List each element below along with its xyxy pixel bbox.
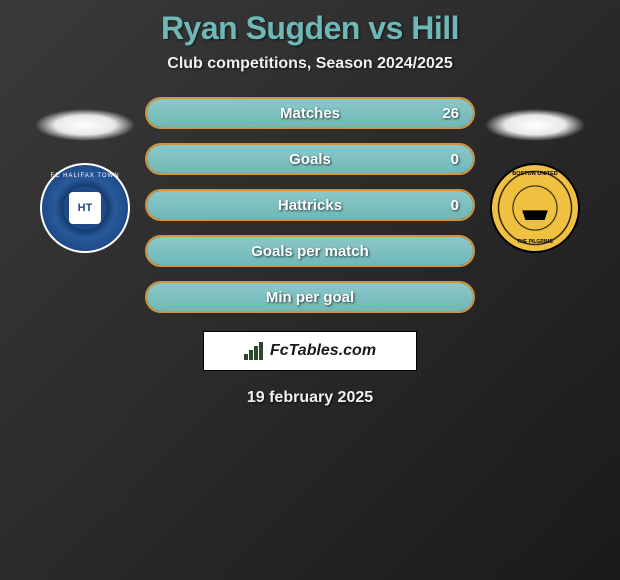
comparison-widget: Ryan Sugden vs Hill Club competitions, S…	[0, 0, 620, 407]
content-row: HT Matches 26 Goals 0 Hattricks 0 Goals per ma…	[0, 97, 620, 313]
brand-logo[interactable]: FcTables.com	[203, 331, 417, 371]
player-photo-placeholder-right	[485, 107, 585, 143]
page-title: Ryan Sugden vs Hill	[0, 10, 620, 47]
stat-label: Hattricks	[278, 197, 342, 214]
stat-label: Min per goal	[266, 289, 354, 306]
club-badge-boston	[490, 163, 580, 253]
stat-label: Goals per match	[251, 243, 369, 260]
club-badge-halifax-initials: HT	[69, 192, 101, 224]
bar-chart-icon	[244, 342, 266, 360]
stat-label: Matches	[280, 105, 340, 122]
stat-label: Goals	[289, 151, 331, 168]
stats-column: Matches 26 Goals 0 Hattricks 0 Goals per match…	[145, 97, 475, 313]
brand-text: FcTables.com	[270, 342, 376, 360]
club-badge-halifax: HT	[40, 163, 130, 253]
right-side	[485, 97, 585, 253]
date-label: 19 february 2025	[0, 389, 620, 407]
subtitle: Club competitions, Season 2024/2025	[0, 55, 620, 73]
stat-bar: Matches 26	[145, 97, 475, 129]
player-photo-placeholder-left	[35, 107, 135, 143]
stat-value-right: 26	[442, 105, 459, 122]
ship-icon	[519, 196, 551, 220]
left-side: HT	[35, 97, 135, 253]
stat-bar: Min per goal	[145, 281, 475, 313]
stat-bar: Goals 0	[145, 143, 475, 175]
stat-bar: Hattricks 0	[145, 189, 475, 221]
stat-value-right: 0	[451, 151, 459, 168]
stat-value-right: 0	[451, 197, 459, 214]
stat-bar: Goals per match	[145, 235, 475, 267]
